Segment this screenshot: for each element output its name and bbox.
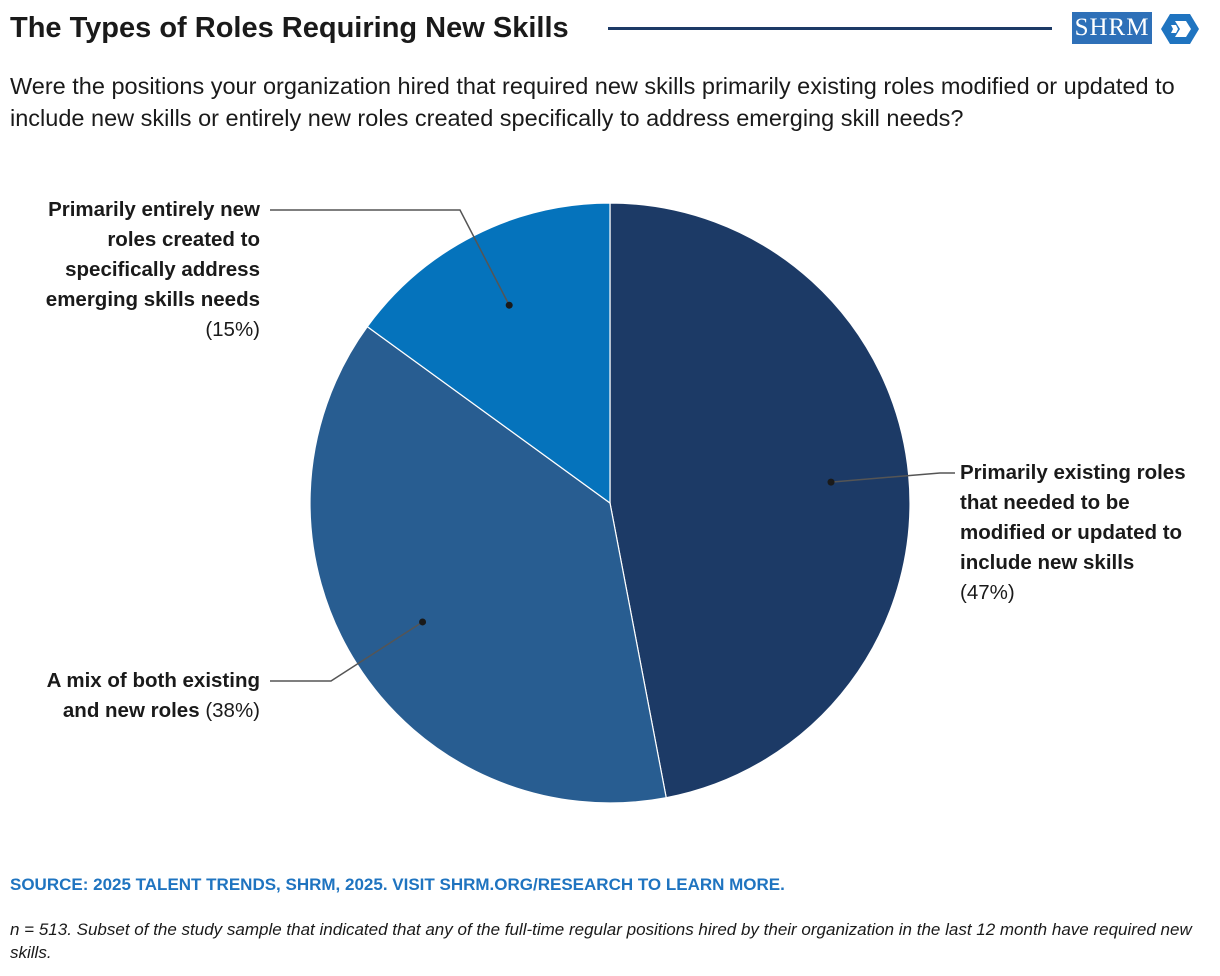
label-line: Primarily existing roles xyxy=(960,461,1186,484)
leader-existing-dot xyxy=(827,478,835,486)
shrm-logo: SHRM xyxy=(1072,12,1202,46)
shrm-logo-text: SHRM xyxy=(1072,12,1152,44)
label-line: and new roles xyxy=(62,699,200,722)
label-line: Primarily entirely new xyxy=(48,198,260,221)
source-line: SOURCE: 2025 TALENT TRENDS, SHRM, 2025. … xyxy=(10,875,785,894)
slice-label-mix: A mix of both existing and new roles (38… xyxy=(0,666,260,726)
leader-new xyxy=(270,209,510,306)
leader-new-dot xyxy=(505,301,513,309)
slice-label-existing-roles: Primarily existing roles that needed to … xyxy=(960,458,1218,608)
pie-slice-existing-roles xyxy=(609,202,911,799)
leader-mix xyxy=(270,621,423,682)
label-line: emerging skills needs xyxy=(45,288,260,311)
label-percent: (38%) xyxy=(205,699,260,722)
chart-subtitle: Were the positions your organization hir… xyxy=(10,73,1175,131)
leader-existing xyxy=(830,472,955,483)
label-percent: (47%) xyxy=(960,581,1015,604)
title-divider xyxy=(608,27,1052,30)
label-line: roles created to xyxy=(107,228,260,251)
slice-label-new-roles: Primarily entirely new roles created to … xyxy=(0,195,260,345)
label-line: specifically address xyxy=(65,258,260,281)
label-percent: (15%) xyxy=(205,318,260,341)
label-line: A mix of both existing xyxy=(46,669,260,692)
label-line: include new skills xyxy=(960,551,1135,574)
chart-title: The Types of Roles Requiring New Skills xyxy=(10,12,569,44)
shrm-hexagon-icon xyxy=(1161,14,1199,44)
sample-note: n = 513. Subset of the study sample that… xyxy=(10,920,1192,962)
leader-mix-dot xyxy=(419,618,427,626)
label-line: modified or updated to xyxy=(960,521,1183,544)
label-line: that needed to be xyxy=(960,491,1130,514)
